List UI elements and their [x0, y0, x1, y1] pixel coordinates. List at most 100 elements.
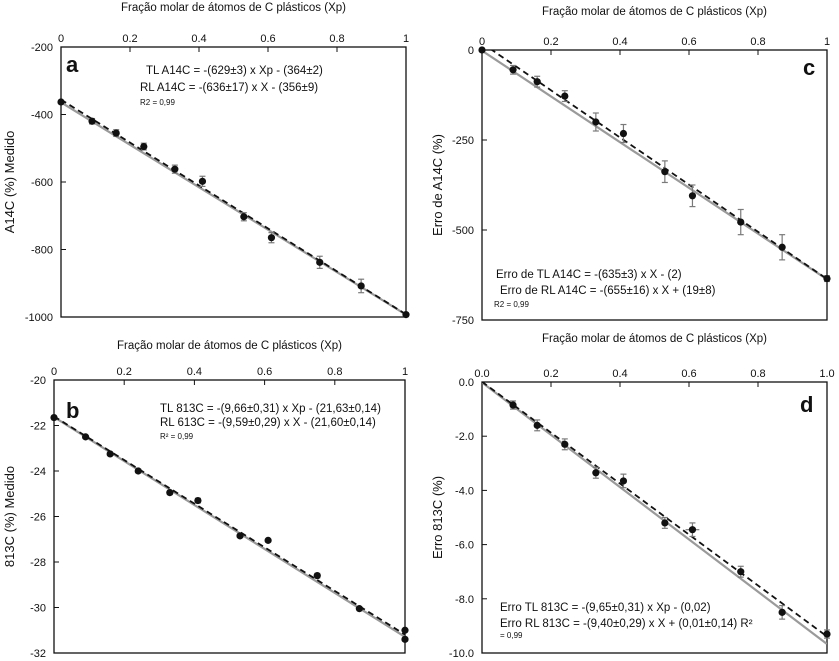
- y-axis-title: 813C (%) Medido: [2, 466, 17, 567]
- data-point: [240, 213, 247, 220]
- x-tick-label: 0.6: [257, 366, 272, 378]
- data-point: [561, 441, 568, 448]
- x-axis-title: Fração molar de átomos de C plásticos (X…: [542, 6, 767, 18]
- chart-a: 0 0.2 0.4 0.6 0.8 1 -200 -400 -600 -800 -1000 Fraçã…: [2, 2, 410, 324]
- equation-text: Erro RL 813C = -(9,40±0,29) x X + (0,01±…: [500, 618, 753, 630]
- fit-line-rl: [482, 382, 827, 637]
- chart-b: 0 0.2 0.4 0.6 0.8 1 -20 -22 -24 -26 -28 -30 -32 Fraçã…: [2, 340, 409, 660]
- data-point: [57, 98, 64, 105]
- x-axis-title: Fração molar de átomos de C plásticos (X…: [542, 333, 767, 345]
- x-tick-label: 0.2: [117, 366, 132, 378]
- data-point: [534, 422, 541, 429]
- y-tick-label: -600: [31, 177, 53, 189]
- panel-label: c: [803, 55, 815, 80]
- data-point: [166, 489, 173, 496]
- y-tick-label: -800: [31, 245, 53, 257]
- fit-line-rl: [482, 43, 827, 279]
- data-point: [82, 433, 89, 440]
- x-tick-label: 0.4: [612, 368, 627, 380]
- figure: 0 0.2 0.4 0.6 0.8 1-200-400-600-800-1000Fraçã…: [0, 0, 839, 661]
- data-point: [140, 143, 147, 150]
- y-tick-label: -1000: [25, 312, 53, 324]
- fit-line-rl: [61, 100, 406, 315]
- y-axis-title: Erro 813C (%): [430, 476, 445, 559]
- y-tick-label: -26: [30, 512, 46, 524]
- x-tick-label: 1: [403, 33, 409, 45]
- x-axis-title: Fração molar de átomos de C plásticos (X…: [121, 2, 346, 14]
- x-tick-label: 0.4: [187, 366, 202, 378]
- data-point: [135, 467, 142, 474]
- y-tick-label: -32: [30, 648, 46, 660]
- x-tick-label: 0.8: [329, 33, 344, 45]
- equation-text: Erro de TL A14C = -(635±3) x X - (2): [496, 269, 682, 281]
- x-tick-label: 0.8: [327, 366, 342, 378]
- x-tick-label: 0.2: [122, 33, 137, 45]
- fit-line-rl: [54, 416, 405, 634]
- data-point: [236, 532, 243, 539]
- y-tick-label: -6.0: [455, 540, 474, 552]
- x-tick-label: 0.8: [750, 36, 765, 48]
- data-point: [592, 469, 599, 476]
- data-point: [661, 168, 668, 175]
- equation-text: Erro TL 813C = -(9,65±0,31) x Xp - (0,02…: [500, 602, 711, 614]
- chart-d: 0.0 0.2 0.4 0.6 0.8 1.0 0.0 -2.0 -4.0 -6.0 -8.0 -10…: [430, 333, 835, 660]
- panel-label: b: [66, 398, 79, 423]
- data-point: [737, 568, 744, 575]
- fit-line-tl: [482, 51, 827, 280]
- x-tick-label: 0: [51, 366, 57, 378]
- equation-text: R2 = 0,99: [494, 300, 529, 309]
- data-point: [689, 192, 696, 199]
- equation-text: TL 813C = -(9,66±0,31) x Xp - (21,63±0,1…: [160, 403, 381, 415]
- data-point: [199, 178, 206, 185]
- data-point: [620, 130, 627, 137]
- data-point: [620, 477, 627, 484]
- x-tick-label: 1: [824, 36, 830, 48]
- y-tick-label: -750: [452, 315, 474, 327]
- x-tick-label: 1.0: [819, 368, 834, 380]
- panel-label: d: [800, 392, 813, 417]
- y-tick-label: -10.0: [449, 648, 474, 660]
- data-point: [779, 244, 786, 251]
- equation-text: R2 = 0,99: [140, 98, 175, 107]
- x-tick-label: 0.4: [612, 36, 627, 48]
- x-tick-label: 0.2: [543, 368, 558, 380]
- y-tick-label: -24: [30, 466, 46, 478]
- equation-text: = 0,99: [500, 631, 523, 640]
- data-point: [268, 234, 275, 241]
- data-point: [823, 630, 830, 637]
- x-tick-label: 0.8: [750, 368, 765, 380]
- y-tick-label: -2.0: [455, 431, 474, 443]
- x-tick-label: 0.6: [681, 368, 696, 380]
- y-tick-label: -28: [30, 557, 46, 569]
- equation-text: TL A14C = -(629±3) x Xp - (364±2): [146, 65, 323, 77]
- x-tick-label: 0: [58, 33, 64, 45]
- data-point: [737, 218, 744, 225]
- data-point: [314, 572, 321, 579]
- data-point: [509, 66, 516, 73]
- y-tick-label: 0: [468, 45, 474, 57]
- x-axis-title: Fração molar de átomos de C plásticos (X…: [117, 340, 342, 352]
- y-axis-title: A14C (%) Medido: [2, 131, 17, 234]
- y-tick-label: -30: [30, 603, 46, 615]
- x-tick-label: 0.2: [543, 36, 558, 48]
- data-point: [113, 129, 120, 136]
- equation-text: R² = 0,99: [160, 432, 194, 441]
- data-point: [661, 519, 668, 526]
- x-tick-label: 0.4: [191, 33, 206, 45]
- equation-text: RL A14C = -(636±17) x X - (356±9): [140, 82, 318, 94]
- data-point: [779, 609, 786, 616]
- y-tick-label: -500: [452, 225, 474, 237]
- data-point: [356, 605, 363, 612]
- data-point: [401, 627, 408, 634]
- y-tick-label: -200: [31, 42, 53, 54]
- data-point: [265, 537, 272, 544]
- y-axis-title: Erro de A14C (%): [430, 134, 445, 236]
- data-point: [194, 497, 201, 504]
- data-point: [358, 282, 365, 289]
- data-point: [534, 78, 541, 85]
- data-point: [689, 526, 696, 533]
- equation-text: Erro de RL A14C = -(655±16) x X + (19±8): [500, 285, 716, 297]
- y-tick-label: -8.0: [455, 594, 474, 606]
- data-point: [50, 414, 57, 421]
- y-tick-label: -250: [452, 135, 474, 147]
